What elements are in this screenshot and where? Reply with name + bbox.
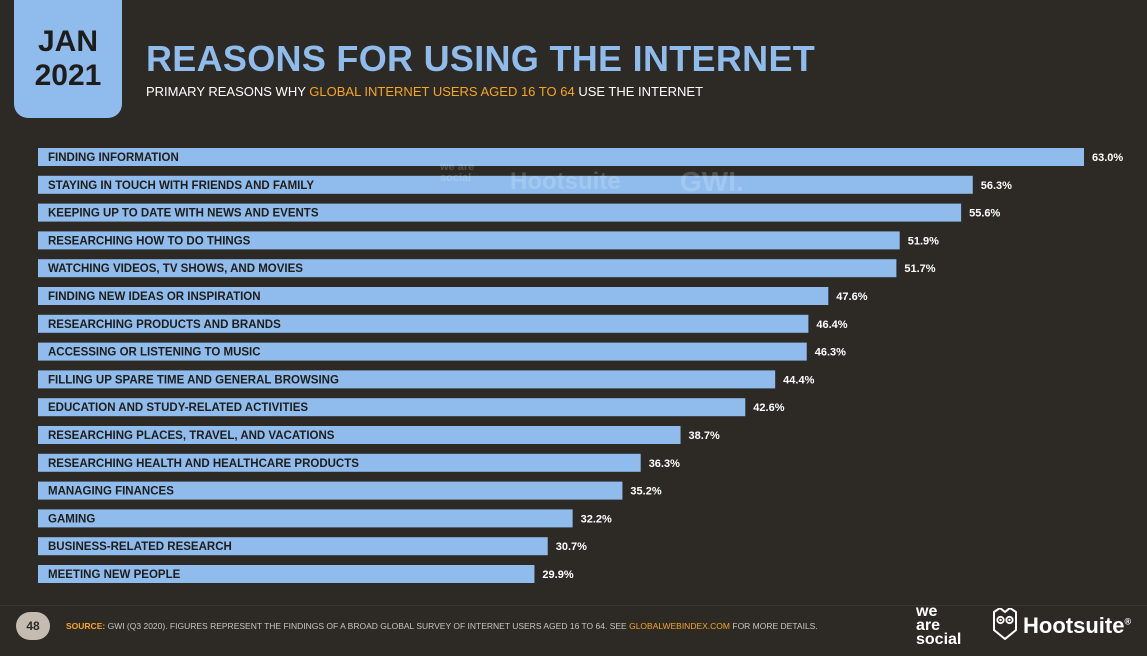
logo-word-we: we <box>916 603 938 620</box>
source-note: SOURCE: GWI (Q3 2020). FIGURES REPRESENT… <box>66 621 818 631</box>
category-label: EDUCATION AND STUDY-RELATED ACTIVITIES <box>48 402 308 414</box>
date-year: 2021 <box>34 59 102 92</box>
hootsuite-logo-text: Hootsuite® <box>1023 613 1131 639</box>
subtitle-prefix: PRIMARY REASONS WHY <box>146 84 306 99</box>
subtitle-suffix: USE THE INTERNET <box>578 84 704 99</box>
date-month: JAN <box>37 25 98 58</box>
bar-chart: FINDING INFORMATION 63.0% STAYING IN TOUCH… <box>38 148 1123 583</box>
hootsuite-registered-mark: ® <box>1124 616 1132 627</box>
bar <box>38 148 1084 166</box>
category-label: FILLING UP SPARE TIME AND GENERAL BROWSI… <box>48 374 339 386</box>
bar <box>38 231 900 250</box>
category-label: GAMING <box>48 513 95 525</box>
bar <box>38 398 746 417</box>
category-label: RESEARCHING PLACES, TRAVEL, AND VACATION… <box>48 430 335 442</box>
value-label: 46.4% <box>816 319 847 331</box>
source-tail: FOR MORE DETAILS. <box>732 621 818 631</box>
value-label: 47.6% <box>836 291 867 303</box>
bar <box>38 537 548 556</box>
category-label: MANAGING FINANCES <box>48 486 174 498</box>
bar <box>38 481 623 500</box>
page-title: REASONS FOR USING THE INTERNET <box>146 38 816 79</box>
bar <box>38 175 973 194</box>
bar <box>38 203 962 222</box>
page-number: 48 <box>16 612 50 640</box>
bar <box>38 565 535 583</box>
value-label: 51.7% <box>904 263 935 275</box>
bar <box>38 370 776 389</box>
value-label: 56.3% <box>981 180 1012 192</box>
category-label: RESEARCHING HEALTH AND HEALTHCARE PRODUC… <box>48 458 359 470</box>
bar <box>38 314 809 333</box>
value-label: 32.2% <box>581 513 612 525</box>
category-label: BUSINESS-RELATED RESEARCH <box>48 541 232 553</box>
footer-divider <box>0 605 1147 606</box>
source-link[interactable]: GLOBALWEBINDEX.COM <box>629 621 730 631</box>
category-label: FINDING INFORMATION <box>48 152 179 164</box>
bar <box>38 509 573 528</box>
value-label: 35.2% <box>630 486 661 498</box>
source-text: GWI (Q3 2020). FIGURES REPRESENT THE FIN… <box>107 621 627 631</box>
bar <box>38 259 897 278</box>
we-are-social-logo: we are social <box>916 603 962 648</box>
value-label: 38.7% <box>689 430 720 442</box>
category-label: RESEARCHING HOW TO DO THINGS <box>48 235 251 247</box>
subtitle-highlight: GLOBAL INTERNET USERS AGED 16 TO 64 <box>309 84 575 99</box>
source-label: SOURCE: <box>66 621 106 631</box>
bar <box>38 426 681 444</box>
category-label: MEETING NEW PEOPLE <box>48 569 181 581</box>
bar <box>38 342 807 361</box>
date-badge: JAN 2021 <box>14 0 122 118</box>
value-label: 36.3% <box>649 458 680 470</box>
category-label: WATCHING VIDEOS, TV SHOWS, AND MOVIES <box>48 263 303 275</box>
category-label: STAYING IN TOUCH WITH FRIENDS AND FAMILY <box>48 180 314 192</box>
category-label: KEEPING UP TO DATE WITH NEWS AND EVENTS <box>48 208 319 220</box>
category-label: FINDING NEW IDEAS OR INSPIRATION <box>48 291 261 303</box>
bar <box>38 453 641 472</box>
value-label: 30.7% <box>556 541 587 553</box>
bar <box>38 287 829 305</box>
value-label: 51.9% <box>908 235 939 247</box>
category-label: ACCESSING OR LISTENING TO MUSIC <box>48 347 261 359</box>
value-label: 29.9% <box>542 569 573 581</box>
hootsuite-owl-icon <box>993 608 1017 640</box>
logo-word-are: are <box>916 617 941 634</box>
value-label: 55.6% <box>969 208 1000 220</box>
value-label: 63.0% <box>1092 152 1123 164</box>
category-label: RESEARCHING PRODUCTS AND BRANDS <box>48 319 281 331</box>
value-label: 46.3% <box>815 347 846 359</box>
logo-word-social: social <box>916 631 962 648</box>
value-label: 44.4% <box>783 374 814 386</box>
value-label: 42.6% <box>753 402 784 414</box>
hootsuite-logo-word: Hootsuite <box>1023 613 1125 638</box>
page-subtitle: PRIMARY REASONS WHY GLOBAL INTERNET USER… <box>146 84 703 99</box>
